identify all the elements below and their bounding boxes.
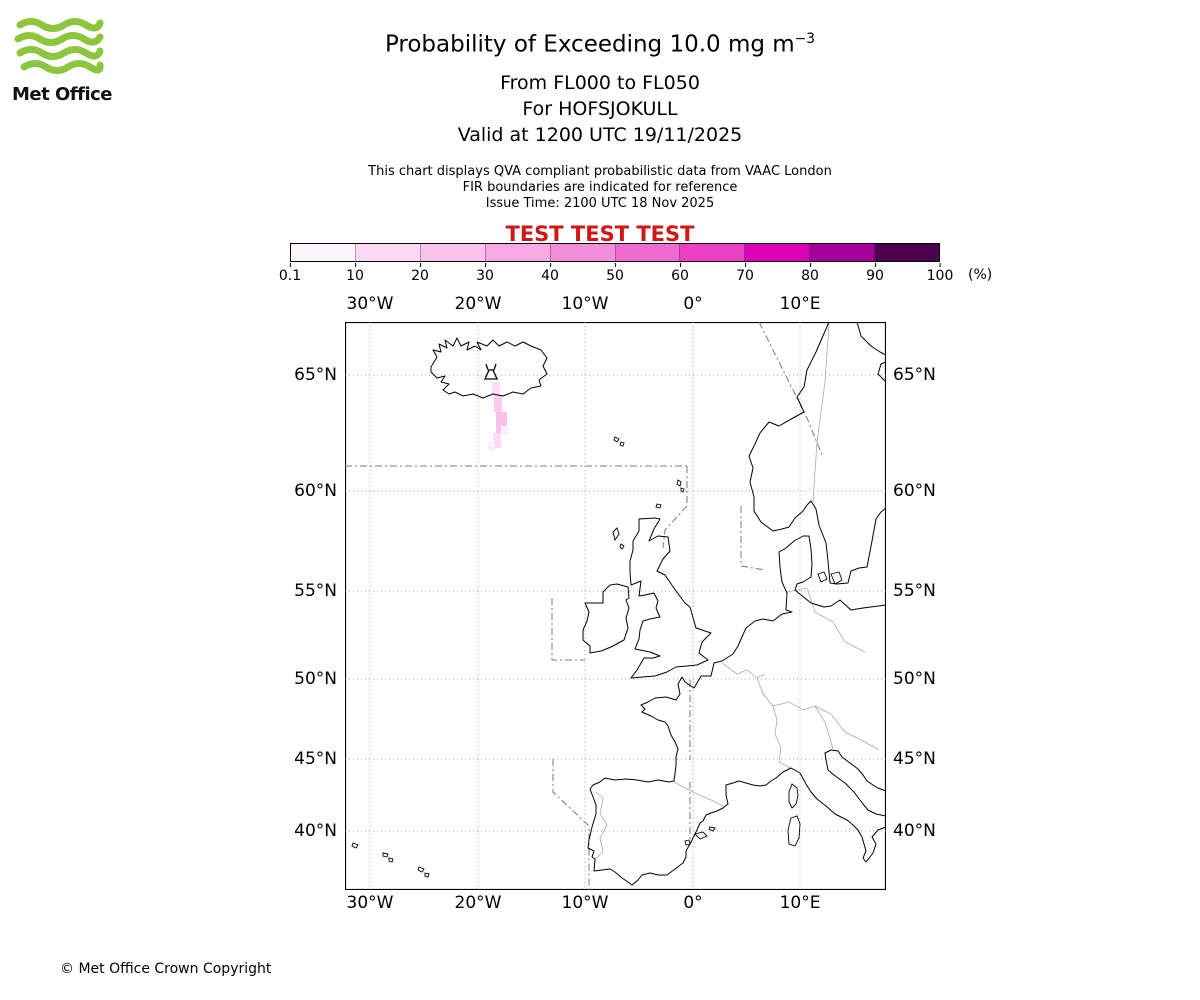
map bbox=[345, 322, 886, 890]
fir-boundaries bbox=[345, 322, 823, 890]
lon-label-bottom: 20°W bbox=[454, 893, 502, 913]
island bbox=[830, 571, 843, 585]
island bbox=[417, 866, 425, 873]
lon-label-top: 10°E bbox=[779, 294, 821, 314]
colorbar-segment bbox=[615, 244, 681, 261]
island-orkney bbox=[655, 503, 662, 509]
lon-label-top: 20°W bbox=[454, 294, 502, 314]
colorbar-segment bbox=[745, 244, 811, 261]
colorbar-tick-label: 40 bbox=[541, 263, 559, 284]
header: Probability of Exceeding 10.0 mg m−3 Fro… bbox=[0, 26, 1200, 246]
island-azores bbox=[351, 842, 359, 849]
title-exponent: −3 bbox=[794, 31, 816, 47]
islands bbox=[351, 436, 843, 878]
colorbar-tick-label: 60 bbox=[671, 263, 689, 284]
issue-time-note: Issue Time: 2100 UTC 18 Nov 2025 bbox=[485, 195, 715, 211]
notes-block: This chart displays QVA compliant probab… bbox=[0, 164, 1200, 212]
colorbar-segment bbox=[420, 244, 486, 261]
colorbar-segment bbox=[810, 244, 876, 261]
lon-label-top: 0° bbox=[683, 294, 703, 314]
volcano-line: For HOFSJOKULL bbox=[522, 97, 678, 120]
fir-note: FIR boundaries are indicated for referen… bbox=[462, 179, 738, 195]
lat-label-left: 45°N bbox=[294, 749, 337, 769]
colorbar-segment bbox=[355, 244, 421, 261]
island bbox=[619, 441, 625, 447]
lon-label-bottom: 10°W bbox=[561, 893, 609, 913]
colorbar-tick-label: 10 bbox=[346, 263, 364, 284]
island-faroes bbox=[613, 436, 620, 443]
lat-label-right: 40°N bbox=[893, 821, 936, 841]
logo-waves-icon bbox=[14, 18, 104, 74]
colorbar-unit: (%) bbox=[968, 267, 993, 283]
island-corsica bbox=[788, 783, 799, 809]
colorbar-tick-label: 80 bbox=[801, 263, 819, 284]
map-frame bbox=[345, 322, 886, 890]
qva-note: This chart displays QVA compliant probab… bbox=[368, 163, 832, 179]
island bbox=[388, 857, 394, 863]
graticule bbox=[345, 322, 886, 890]
island-shetland bbox=[676, 479, 682, 487]
lat-label-right: 60°N bbox=[893, 481, 936, 501]
island bbox=[684, 839, 691, 846]
colorbar-tick-label: 50 bbox=[606, 263, 624, 284]
probability-colorbar: 0.1 10 20 30 40 50 60 70 80 90 100 (%) bbox=[279, 243, 992, 289]
colorbar-labels: 0.1 10 20 30 40 50 60 70 80 90 100 bbox=[279, 263, 953, 286]
island bbox=[619, 543, 625, 550]
lon-label-bottom: 30°W bbox=[346, 893, 394, 913]
lon-label-top: 30°W bbox=[346, 294, 394, 314]
lon-label-bottom: 10°E bbox=[779, 893, 821, 913]
island bbox=[708, 826, 716, 832]
coastlines bbox=[430, 322, 886, 886]
volcano-marker-icon bbox=[483, 363, 499, 380]
colorbar-segment bbox=[680, 244, 746, 261]
island bbox=[382, 852, 389, 858]
lat-label-left: 55°N bbox=[294, 581, 337, 601]
colorbar-segment bbox=[485, 244, 551, 261]
lon-label-top: 10°W bbox=[561, 294, 609, 314]
colorbar-segment bbox=[550, 244, 616, 261]
island bbox=[694, 831, 708, 840]
ash-probability-plume bbox=[488, 382, 508, 451]
colorbar-segments bbox=[290, 243, 940, 262]
colorbar-segment bbox=[291, 244, 356, 261]
colorbar-tick-label: 20 bbox=[411, 263, 429, 284]
island bbox=[424, 872, 430, 878]
lat-label-right: 50°N bbox=[893, 669, 936, 689]
lat-label-right: 45°N bbox=[893, 749, 936, 769]
flight-levels-line: From FL000 to FL050 bbox=[500, 71, 700, 94]
island-hebrides bbox=[612, 527, 620, 542]
colorbar-tick-label: 100 bbox=[926, 263, 954, 284]
met-office-logo: Met Office bbox=[12, 16, 122, 105]
lat-label-left: 60°N bbox=[294, 481, 337, 501]
lat-label-right: 55°N bbox=[893, 581, 936, 601]
island-sardinia bbox=[787, 815, 801, 847]
chart-title: Probability of Exceeding 10.0 mg m−3 bbox=[384, 31, 816, 58]
logo-brand-text: Met Office bbox=[12, 84, 113, 105]
lat-label-left: 65°N bbox=[294, 365, 337, 385]
colorbar-tick-label: 30 bbox=[476, 263, 494, 284]
lat-label-left: 50°N bbox=[294, 669, 337, 689]
valid-time-line: Valid at 1200 UTC 19/11/2025 bbox=[457, 123, 743, 146]
country-borders bbox=[594, 323, 880, 860]
colorbar-tick-label: 90 bbox=[866, 263, 884, 284]
test-banner: TEST TEST TEST bbox=[505, 221, 695, 246]
colorbar-tick-label: 70 bbox=[736, 263, 754, 284]
colorbar-tick-label: 0.1 bbox=[278, 263, 302, 284]
island bbox=[680, 487, 685, 493]
island bbox=[817, 571, 828, 583]
copyright-text: © Met Office Crown Copyright bbox=[60, 961, 272, 977]
colorbar-segment bbox=[875, 244, 940, 261]
lon-label-bottom: 0° bbox=[683, 893, 703, 913]
lat-label-right: 65°N bbox=[893, 365, 936, 385]
lat-label-left: 40°N bbox=[294, 821, 337, 841]
